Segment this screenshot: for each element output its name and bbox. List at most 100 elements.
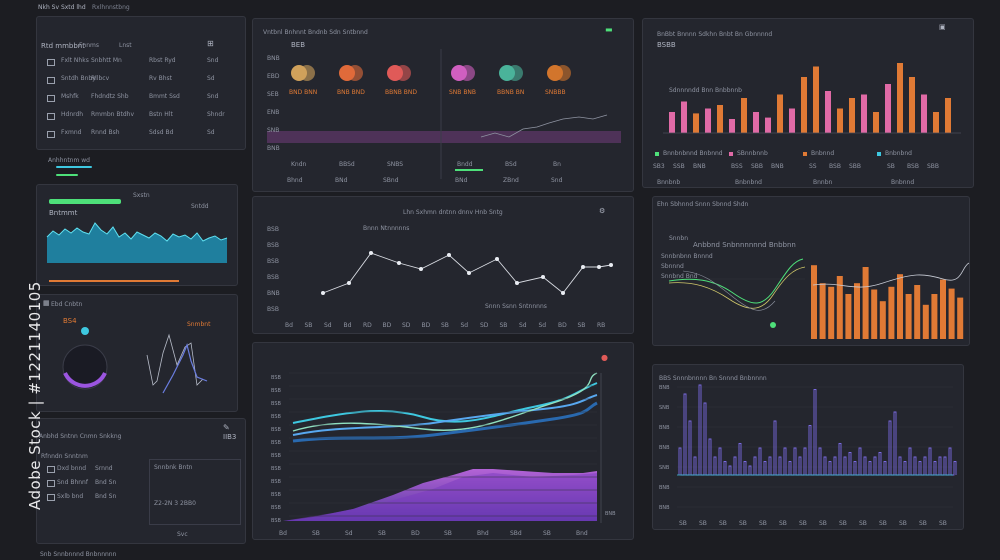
bar xyxy=(801,77,807,133)
bl-row-checkbox[interactable] xyxy=(47,494,55,501)
mixed-bar xyxy=(871,289,878,339)
col-header-b: Lnst xyxy=(119,42,132,49)
mixed-marker xyxy=(770,322,776,328)
kpi-tab[interactable]: BNd xyxy=(335,177,348,184)
settings-icon[interactable]: ⚙ xyxy=(599,207,606,215)
line-x-tick: Sd xyxy=(519,322,527,329)
gauge-title: Ebd Cnbtn xyxy=(51,301,83,308)
side-row-b: Rllbcv xyxy=(91,75,110,82)
line-point xyxy=(347,281,351,285)
stream-green-bar xyxy=(49,199,121,204)
line-point xyxy=(369,251,373,255)
mixed-bar xyxy=(905,294,912,339)
wave-x-tick: Bnd xyxy=(576,530,588,537)
kpi-bubble xyxy=(547,65,563,81)
kpi-trend xyxy=(480,114,608,138)
wave-y-tick: BSB xyxy=(271,505,282,511)
bar xyxy=(717,105,723,133)
line-x-tick: Sd xyxy=(324,322,332,329)
side-row-b: Rmmbn Btdhv xyxy=(91,111,135,118)
kpi-row-label: BNB xyxy=(267,145,280,152)
spike-x-tick: SB xyxy=(779,520,787,527)
bl-row-checkbox[interactable] xyxy=(47,480,55,487)
row-checkbox[interactable] xyxy=(47,77,55,84)
bar xyxy=(681,101,687,133)
image-icon[interactable]: ▣ xyxy=(939,23,946,31)
kpi-left-label: BBSd xyxy=(339,161,355,168)
bl-row-a: Sxlb bnd xyxy=(57,493,84,500)
gauge-value-b: Snmbnt xyxy=(187,321,211,328)
stat-c: BNB xyxy=(771,163,784,170)
line-x-tick: BD xyxy=(558,322,567,329)
kpi-left-label: Kndn xyxy=(291,161,307,168)
alert-icon[interactable]: ● xyxy=(601,353,608,362)
col-header-a: Fnnms xyxy=(79,42,100,49)
bar xyxy=(729,119,735,133)
mixed-bar xyxy=(957,297,964,339)
wave-y-tick: BSB xyxy=(271,427,282,433)
line-point xyxy=(609,263,613,267)
line-point xyxy=(397,261,401,265)
mixed-bar xyxy=(828,286,835,339)
stat-foot: Bnbnnd xyxy=(891,179,915,186)
stat-c: SBB xyxy=(849,163,862,170)
kpi-tab[interactable]: ZBnd xyxy=(503,177,519,184)
mixed-line-grey xyxy=(682,270,776,311)
bar xyxy=(897,63,903,133)
side-row-c: Bmmt Ssd xyxy=(149,93,180,100)
stream-panel: Sxstn Sntdd Bntmmt xyxy=(36,184,238,286)
gauge-curve xyxy=(162,343,208,394)
side-row-a: Fxmnd xyxy=(61,129,82,136)
bl-row-checkbox[interactable] xyxy=(47,466,55,473)
legend-item: Bnnbnbnnd Bnbnnd xyxy=(663,150,723,157)
app-subtitle: Rxlhnnstbng xyxy=(92,4,130,11)
wave-y-tick: BSB xyxy=(271,466,282,472)
line-point xyxy=(419,267,423,271)
side-row-d: Snd xyxy=(207,57,219,64)
kpi-row-label: SNB xyxy=(267,127,280,134)
side-row-c: Sdsd Bd xyxy=(149,129,174,136)
row-checkbox[interactable] xyxy=(47,59,55,66)
kpi-tab[interactable]: Snd xyxy=(551,177,563,184)
wave-x-tick: SB xyxy=(378,530,386,537)
row-checkbox[interactable] xyxy=(47,95,55,102)
spike-x-tick: SB xyxy=(899,520,907,527)
bottom-left-box: Snnbnk Bntn Z2-2N 3 2BB0 xyxy=(149,459,241,525)
line-panel: Lhn Sxhmn dntnn dnnv Hnb Sntg ⚙ Bnnn Ntn… xyxy=(252,196,634,334)
row-checkbox[interactable] xyxy=(47,113,55,120)
line-x-tick: RD xyxy=(363,322,372,329)
mixed-panel: Ehn Sbhnnd Snnn Sbnnd Shdn Snnbn Anbbnd … xyxy=(652,196,970,346)
line-y-tick: BNB xyxy=(267,290,280,297)
progress-title: Anhhntnm wd xyxy=(48,157,90,164)
legend-item: SBnnbnnb xyxy=(737,150,768,157)
line-x-tick: SD xyxy=(402,322,411,329)
kpi-tab[interactable]: BNd xyxy=(455,177,468,184)
spike-x-tick: SB xyxy=(799,520,807,527)
grid-icon[interactable]: ⊞ xyxy=(207,39,214,48)
wave-line-cyan-2 xyxy=(292,394,598,436)
spike-y-tick: SNB xyxy=(659,405,670,411)
line-x-tick: Sd xyxy=(539,322,547,329)
line-x-tick: Bd xyxy=(344,322,352,329)
toggle-icon[interactable]: ▬ xyxy=(605,25,613,34)
mixed-legend: Snnbn xyxy=(669,235,689,242)
edit-icon[interactable]: ✎ xyxy=(223,423,230,432)
spike-panel: BBS Snnnbnnnn Bn Snnnd Bnbnnnn BNB SNB BNB… xyxy=(652,364,964,530)
kpi-right-label: Bndd xyxy=(457,161,473,168)
bar xyxy=(933,112,939,133)
bar xyxy=(813,66,819,133)
side-row-a: Mshfk xyxy=(61,93,79,100)
line-y-tick: BSB xyxy=(267,258,279,265)
bar xyxy=(669,112,675,133)
spike-x-tick: SB xyxy=(679,520,687,527)
bl-row-a: Dxd bnnd xyxy=(57,465,87,472)
kpi-tab[interactable]: SBnd xyxy=(383,177,399,184)
kpi-row-label: BNB xyxy=(267,55,280,62)
kpi-row-label: ENB xyxy=(267,109,280,116)
stream-line xyxy=(46,222,228,242)
wave-x-tick: SBd xyxy=(510,530,522,537)
bottom-left-panel: Anbhd Sntnn Cnmn Snkkng ✎ IIB3 Rfnndn Sn… xyxy=(36,418,246,544)
gauge-panel: ▦ Ebd Cnbtn BS4 Snmbnt xyxy=(36,294,238,412)
row-checkbox[interactable] xyxy=(47,131,55,138)
kpi-tab[interactable]: Bhnd xyxy=(287,177,303,184)
